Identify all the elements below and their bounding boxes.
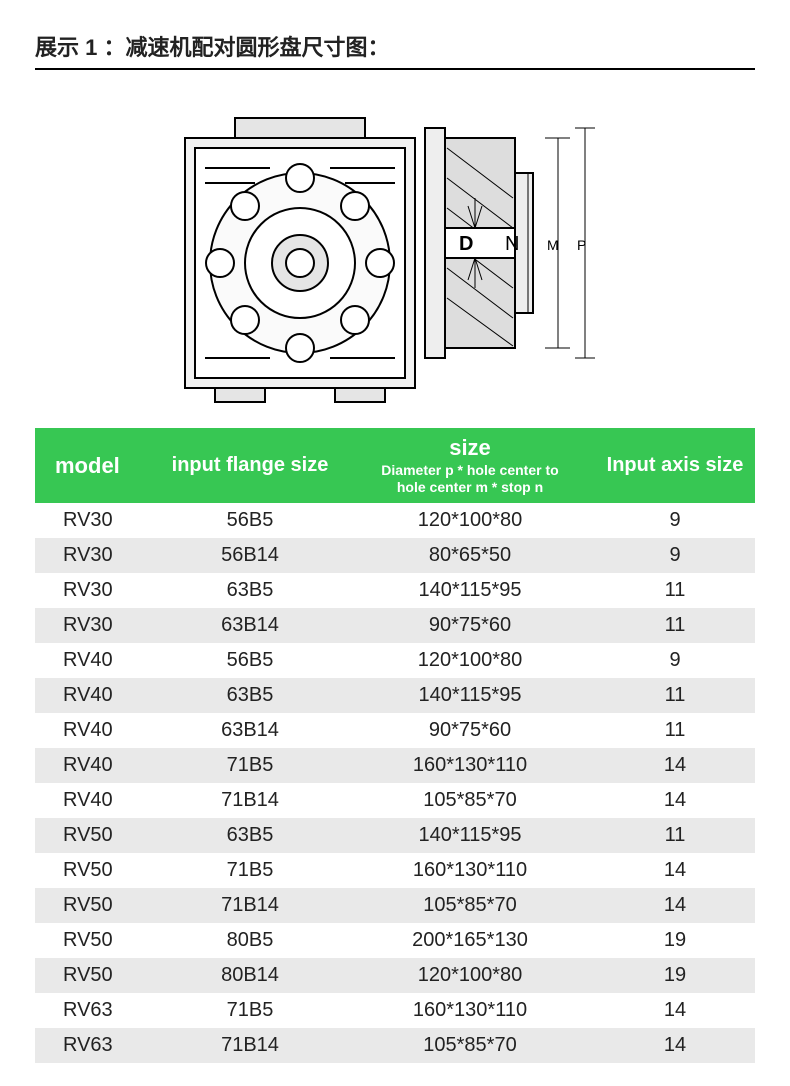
table-row: RV5071B14105*85*7014	[35, 888, 755, 923]
cell-axis: 11	[595, 608, 755, 643]
col-axis: Input axis size	[595, 428, 755, 503]
dimension-table: model input flange size size Diameter p …	[35, 428, 755, 1063]
cell-axis: 11	[595, 678, 755, 713]
cell-flange: 71B14	[155, 888, 345, 923]
col-model: model	[35, 428, 155, 503]
cell-axis: 14	[595, 888, 755, 923]
cell-axis: 14	[595, 853, 755, 888]
cell-size: 140*115*95	[345, 678, 595, 713]
cell-model: RV40	[35, 783, 155, 818]
table-body: RV3056B5120*100*809RV3056B1480*65*509RV3…	[35, 503, 755, 1063]
cell-axis: 9	[595, 538, 755, 573]
cell-size: 160*130*110	[345, 853, 595, 888]
cell-flange: 71B5	[155, 853, 345, 888]
cell-size: 105*85*70	[345, 888, 595, 923]
cell-model: RV50	[35, 853, 155, 888]
table-row: RV5080B14120*100*8019	[35, 958, 755, 993]
cell-model: RV30	[35, 608, 155, 643]
cell-model: RV63	[35, 993, 155, 1028]
table-row: RV4056B5120*100*809	[35, 643, 755, 678]
col-flange: input flange size	[155, 428, 345, 503]
table-header: model input flange size size Diameter p …	[35, 428, 755, 503]
cell-size: 90*75*60	[345, 608, 595, 643]
cell-axis: 14	[595, 748, 755, 783]
table-row: RV3063B1490*75*6011	[35, 608, 755, 643]
cell-model: RV50	[35, 888, 155, 923]
cell-model: RV40	[35, 748, 155, 783]
cell-flange: 80B5	[155, 923, 345, 958]
dim-label-d: D	[459, 233, 473, 255]
table-row: RV4071B14105*85*7014	[35, 783, 755, 818]
cell-model: RV40	[35, 678, 155, 713]
page: 展示 1 ：减速机配对圆形盘尺寸图：	[0, 0, 790, 1063]
cell-axis: 11	[595, 713, 755, 748]
col-size-sub1: Diameter p * hole center to	[349, 462, 591, 480]
table-row: RV4071B5160*130*11014	[35, 748, 755, 783]
cell-size: 90*75*60	[345, 713, 595, 748]
cell-size: 105*85*70	[345, 1028, 595, 1063]
cell-model: RV63	[35, 1028, 155, 1063]
table-row: RV3056B1480*65*509	[35, 538, 755, 573]
table-row: RV4063B1490*75*6011	[35, 713, 755, 748]
gearbox-diagram: D N M P	[175, 78, 615, 418]
cell-size: 160*130*110	[345, 748, 595, 783]
table-row: RV5063B5140*115*9511	[35, 818, 755, 853]
cell-model: RV40	[35, 643, 155, 678]
cell-axis: 9	[595, 643, 755, 678]
cell-axis: 19	[595, 923, 755, 958]
cell-size: 120*100*80	[345, 958, 595, 993]
cell-flange: 80B14	[155, 958, 345, 993]
table-row: RV6371B5160*130*11014	[35, 993, 755, 1028]
cell-flange: 71B5	[155, 993, 345, 1028]
cell-model: RV30	[35, 538, 155, 573]
col-size-sub2: hole center m * stop n	[349, 479, 591, 497]
cell-flange: 71B14	[155, 783, 345, 818]
table-row: RV6371B14105*85*7014	[35, 1028, 755, 1063]
cell-axis: 14	[595, 783, 755, 818]
cell-size: 80*65*50	[345, 538, 595, 573]
cell-model: RV50	[35, 818, 155, 853]
cell-size: 200*165*130	[345, 923, 595, 958]
cell-axis: 11	[595, 573, 755, 608]
cell-model: RV50	[35, 958, 155, 993]
cell-size: 160*130*110	[345, 993, 595, 1028]
dim-label-p: P	[577, 237, 586, 253]
cell-size: 120*100*80	[345, 503, 595, 538]
cell-model: RV30	[35, 503, 155, 538]
cell-model: RV40	[35, 713, 155, 748]
cell-model: RV30	[35, 573, 155, 608]
cell-size: 140*115*95	[345, 818, 595, 853]
dim-label-m: M	[547, 237, 559, 253]
cell-axis: 19	[595, 958, 755, 993]
cell-flange: 71B14	[155, 1028, 345, 1063]
cell-axis: 11	[595, 818, 755, 853]
cell-flange: 63B14	[155, 608, 345, 643]
cell-flange: 56B5	[155, 643, 345, 678]
dim-label-n: N	[505, 233, 519, 255]
cell-axis: 14	[595, 1028, 755, 1063]
cell-flange: 63B5	[155, 573, 345, 608]
col-size: size Diameter p * hole center to hole ce…	[345, 428, 595, 503]
cell-axis: 9	[595, 503, 755, 538]
cell-flange: 63B14	[155, 713, 345, 748]
cell-flange: 71B5	[155, 748, 345, 783]
cell-size: 120*100*80	[345, 643, 595, 678]
cell-flange: 63B5	[155, 678, 345, 713]
cell-size: 105*85*70	[345, 783, 595, 818]
table-row: RV4063B5140*115*9511	[35, 678, 755, 713]
cell-size: 140*115*95	[345, 573, 595, 608]
figure-title: 展示 1 ：减速机配对圆形盘尺寸图：	[35, 20, 755, 70]
table-row: RV5071B5160*130*11014	[35, 853, 755, 888]
cell-model: RV50	[35, 923, 155, 958]
table-row: RV5080B5200*165*13019	[35, 923, 755, 958]
col-size-main: size	[349, 434, 591, 462]
table-row: RV3056B5120*100*809	[35, 503, 755, 538]
figure-area: 展示 1 ：减速机配对圆形盘尺寸图：	[35, 20, 755, 418]
table-row: RV3063B5140*115*9511	[35, 573, 755, 608]
cell-axis: 14	[595, 993, 755, 1028]
cell-flange: 56B14	[155, 538, 345, 573]
cell-flange: 56B5	[155, 503, 345, 538]
cell-flange: 63B5	[155, 818, 345, 853]
